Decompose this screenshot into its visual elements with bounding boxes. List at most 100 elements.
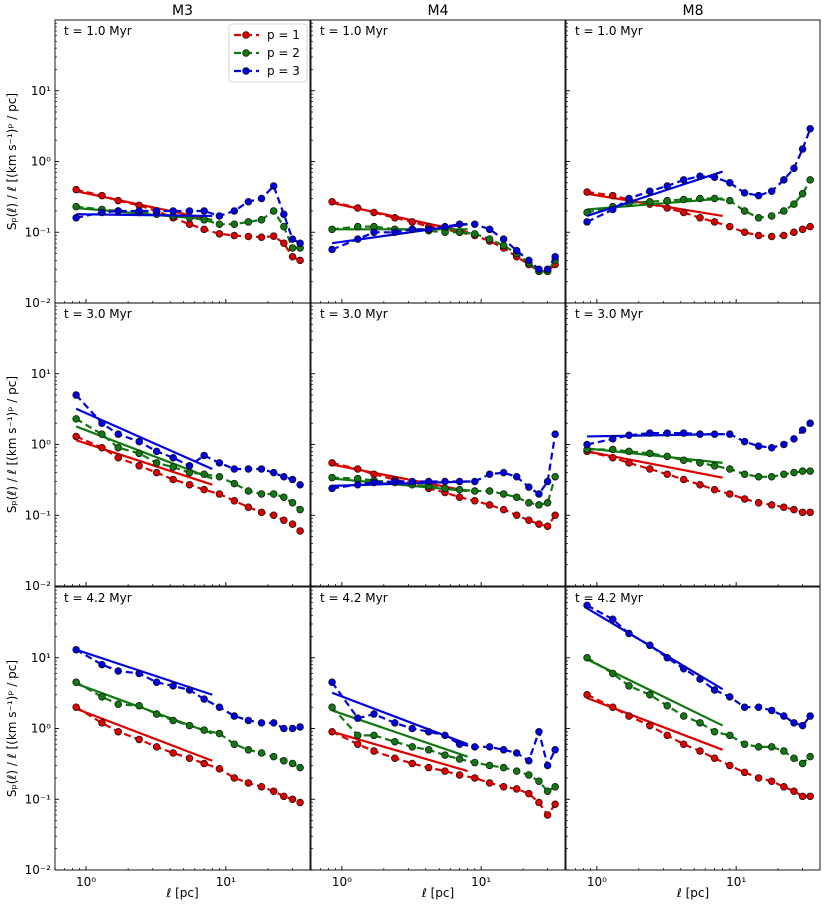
data-point xyxy=(740,703,749,711)
data-point xyxy=(269,207,278,215)
data-point xyxy=(740,740,749,748)
data-point xyxy=(806,125,814,133)
data-point xyxy=(551,800,559,808)
data-point xyxy=(710,430,719,438)
data-point xyxy=(767,443,776,452)
data-point xyxy=(679,429,688,437)
data-point xyxy=(328,245,336,254)
data-point xyxy=(790,787,798,795)
data-point xyxy=(754,191,763,200)
data-point xyxy=(354,740,362,748)
series-p3 xyxy=(72,182,304,247)
data-point xyxy=(200,726,208,734)
data-point xyxy=(625,682,633,690)
data-point xyxy=(806,467,814,475)
data-point xyxy=(646,197,654,206)
data-point xyxy=(296,723,304,731)
data-point xyxy=(296,256,304,265)
data-point xyxy=(280,792,288,801)
legend-box xyxy=(228,23,308,83)
data-point xyxy=(257,216,266,224)
data-point xyxy=(408,759,416,768)
data-point xyxy=(391,228,399,237)
data-point xyxy=(543,787,552,795)
data-point xyxy=(288,235,297,243)
data-point xyxy=(583,218,591,226)
data-point xyxy=(280,210,288,218)
data-point xyxy=(328,703,336,711)
data-point xyxy=(754,743,763,751)
data-point xyxy=(806,752,814,761)
series-p1 xyxy=(328,459,559,530)
y-axis-label: Sₚ(ℓ) / ℓ [(km s⁻¹)ᵖ / pc] xyxy=(5,660,19,797)
panel-frame xyxy=(565,19,821,304)
data-point xyxy=(625,712,633,720)
data-point xyxy=(135,437,143,446)
series-p1 xyxy=(583,690,814,801)
data-point xyxy=(485,470,494,478)
data-point xyxy=(767,232,776,241)
data-point xyxy=(244,716,253,725)
data-point xyxy=(583,690,591,699)
data-point xyxy=(370,710,378,718)
data-point xyxy=(663,196,671,205)
data-point xyxy=(798,225,807,234)
data-point xyxy=(790,468,798,477)
data-point xyxy=(98,719,106,727)
time-label: t = 4.2 Myr xyxy=(320,591,388,605)
x-tick-label: 10¹ xyxy=(471,875,491,889)
data-point xyxy=(780,231,788,240)
data-point xyxy=(790,719,798,727)
data-line xyxy=(75,681,301,769)
data-point xyxy=(798,145,807,153)
data-point xyxy=(98,208,106,217)
data-point xyxy=(609,453,617,462)
data-point xyxy=(806,508,814,517)
panel-m4-row2: t = 3.0 Myr xyxy=(310,302,566,587)
data-point xyxy=(215,764,224,773)
panel-m8-row1: t = 1.0 Myr xyxy=(565,19,821,304)
data-point xyxy=(169,682,177,690)
data-point xyxy=(114,667,122,675)
data-point xyxy=(391,477,399,486)
data-point xyxy=(798,190,807,198)
data-point xyxy=(525,256,533,265)
data-point xyxy=(215,729,224,738)
data-point xyxy=(391,737,399,746)
data-line xyxy=(75,183,301,245)
data-point xyxy=(98,419,106,427)
data-line xyxy=(75,648,301,730)
data-point xyxy=(280,493,288,501)
data-point xyxy=(98,660,106,669)
data-point xyxy=(114,443,122,452)
data-point xyxy=(696,214,704,222)
data-point xyxy=(257,508,266,517)
data-point xyxy=(754,214,763,222)
data-point xyxy=(754,442,763,450)
y-tick-label: 10⁻¹ xyxy=(25,225,52,239)
panel-m3-row1: 10⁻² 10⁻¹ 10⁰ 10¹ t = 1.0 Myr xyxy=(25,19,311,310)
data-point xyxy=(441,751,449,759)
data-point xyxy=(391,719,399,727)
data-point xyxy=(72,391,80,399)
data-point xyxy=(625,459,633,467)
fit-line xyxy=(75,707,213,762)
data-point xyxy=(543,761,552,770)
data-point xyxy=(185,207,194,215)
legend-label: p = 2 xyxy=(267,46,300,60)
data-point xyxy=(185,721,194,730)
data-point xyxy=(625,629,633,638)
data-line xyxy=(331,225,557,273)
data-point xyxy=(288,795,297,803)
series-p1 xyxy=(583,447,814,517)
data-point xyxy=(370,478,378,487)
data-point xyxy=(370,208,378,217)
data-point xyxy=(257,465,266,473)
data-point xyxy=(169,453,177,462)
data-point xyxy=(609,435,617,443)
data-point xyxy=(726,490,734,498)
data-point xyxy=(354,714,362,722)
data-point xyxy=(152,678,161,687)
data-point xyxy=(583,440,591,449)
